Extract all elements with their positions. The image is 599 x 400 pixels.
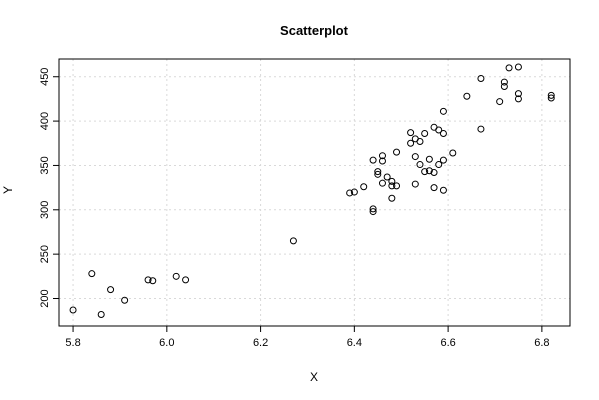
- scatter-point: [149, 277, 157, 285]
- scatter-point: [547, 91, 555, 99]
- scatter-point: [388, 182, 396, 190]
- scatter-point: [439, 107, 447, 115]
- scatter-point: [369, 208, 377, 216]
- scatter-point: [407, 139, 415, 147]
- y-tick-label: 300: [39, 201, 51, 219]
- scatter-point: [393, 182, 401, 190]
- scatter-point: [360, 183, 368, 191]
- scatter-point: [416, 137, 424, 145]
- scatter-point: [378, 179, 386, 187]
- scatter-point: [449, 149, 457, 157]
- scatter-point: [97, 310, 105, 318]
- scatter-point: [435, 161, 443, 169]
- scatter-point: [88, 270, 96, 278]
- x-tick-label: 5.8: [65, 337, 80, 349]
- scatter-point: [411, 180, 419, 188]
- scatter-point: [346, 189, 354, 197]
- scatter-point: [416, 161, 424, 169]
- y-tick-label: 200: [39, 289, 51, 307]
- chart-title: Scatterplot: [280, 23, 349, 38]
- y-tick-label: 400: [39, 112, 51, 130]
- scatter-point: [383, 173, 391, 181]
- data-points: [69, 63, 555, 318]
- scatter-point: [144, 276, 152, 284]
- scatter-point: [430, 169, 438, 177]
- scatter-point: [369, 205, 377, 213]
- scatter-point: [369, 156, 377, 164]
- grid: [59, 59, 570, 326]
- scatter-point: [439, 156, 447, 164]
- scatter-point: [500, 78, 508, 86]
- scatter-point: [378, 152, 386, 160]
- scatter-point: [439, 186, 447, 194]
- scatter-point: [421, 168, 429, 176]
- scatter-point: [425, 167, 433, 175]
- scatter-point: [435, 126, 443, 134]
- x-tick-label: 6.8: [534, 337, 549, 349]
- scatter-point: [69, 306, 77, 314]
- scatter-point: [477, 75, 485, 83]
- y-axis: 200 250 300 350 400 450: [39, 68, 59, 308]
- scatter-point: [439, 130, 447, 138]
- scatter-point: [463, 92, 471, 100]
- scatter-point: [350, 188, 358, 196]
- scatter-point: [393, 148, 401, 156]
- scatter-point: [407, 129, 415, 137]
- scatter-point: [411, 153, 419, 161]
- scatter-point: [430, 184, 438, 192]
- scatter-point: [107, 286, 115, 294]
- scatter-point: [505, 64, 513, 72]
- scatter-point: [378, 157, 386, 165]
- scatter-point: [421, 130, 429, 138]
- scatter-point: [514, 95, 522, 103]
- scatter-point: [388, 194, 396, 202]
- scatter-point: [514, 90, 522, 98]
- x-tick-label: 6.4: [347, 337, 362, 349]
- scatter-point: [182, 276, 190, 284]
- scatter-point: [500, 82, 508, 90]
- y-tick-label: 450: [39, 68, 51, 86]
- scatter-point: [496, 98, 504, 106]
- x-tick-label: 6.0: [159, 337, 174, 349]
- y-axis-label: Y: [1, 186, 15, 194]
- scatter-point: [374, 170, 382, 178]
- x-axis-label: X: [310, 370, 318, 384]
- scatter-point: [172, 272, 180, 280]
- x-tick-label: 6.6: [440, 337, 455, 349]
- scatter-point: [477, 125, 485, 133]
- scatter-point: [374, 168, 382, 176]
- y-tick-label: 350: [39, 156, 51, 174]
- x-axis: 5.8 6.0 6.2 6.4 6.6 6.8: [65, 326, 550, 349]
- scatter-point: [289, 237, 297, 245]
- scatter-point: [425, 155, 433, 163]
- scatter-point: [388, 177, 396, 185]
- scatter-point: [514, 63, 522, 71]
- scatter-point: [547, 94, 555, 102]
- scatter-point: [121, 296, 129, 304]
- x-tick-label: 6.2: [253, 337, 268, 349]
- y-tick-label: 250: [39, 245, 51, 263]
- plot-frame: [58, 58, 571, 327]
